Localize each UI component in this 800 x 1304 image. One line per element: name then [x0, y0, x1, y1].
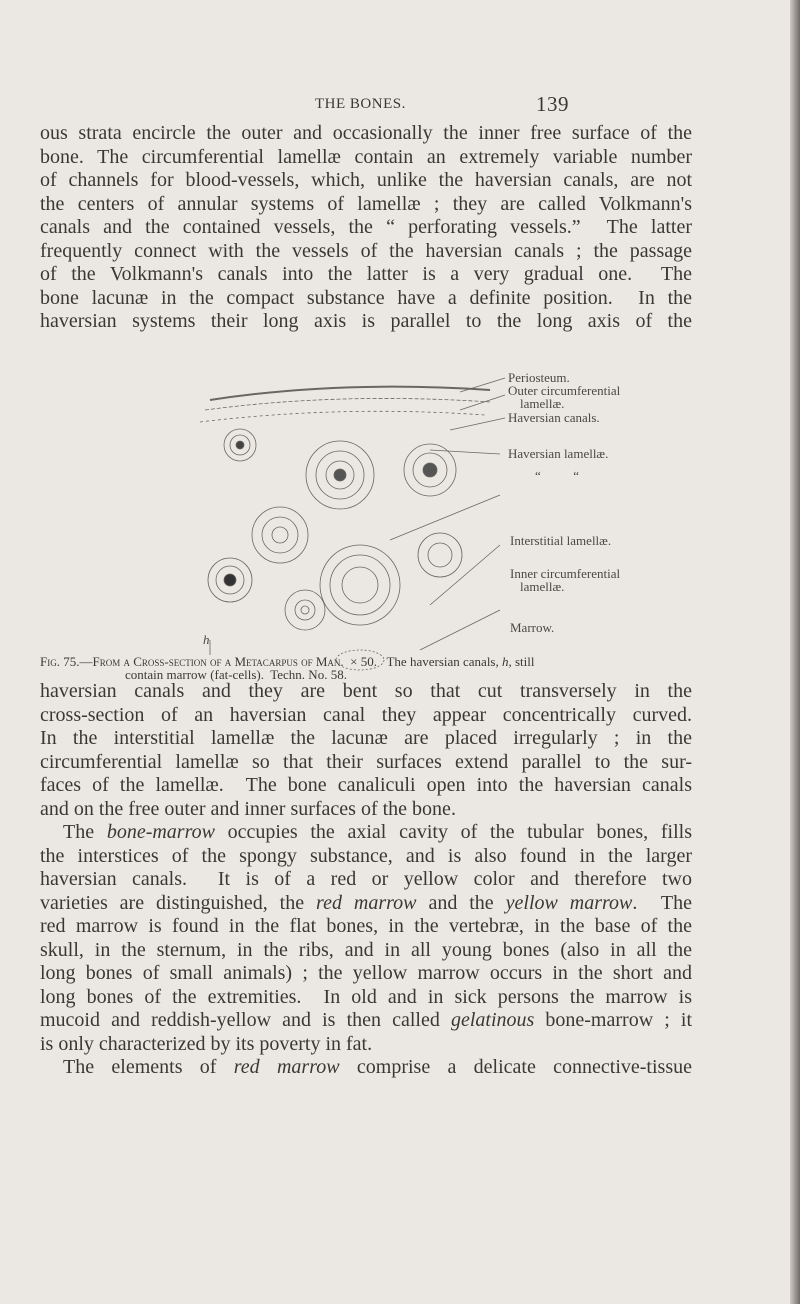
text-run: varieties are distinguished, the: [40, 892, 317, 914]
figure-illustration: [199, 377, 506, 671]
text-line: haversian canals and they are bent so th…: [40, 680, 692, 702]
text-run: gelatinous: [450, 1009, 535, 1031]
figure-label: lamellæ.: [520, 579, 565, 594]
page-edge: [790, 0, 800, 1304]
text-line: long bones of small animals) ; the yello…: [40, 962, 692, 984]
figure-label: Haversian lamellæ.: [508, 446, 609, 461]
text-line: haversian canals. It is of a red or yell…: [40, 868, 692, 890]
figure-label: Marrow.: [510, 620, 555, 635]
text-line: cross-section of an haversian canal they…: [40, 704, 692, 726]
outer-lamellae: [209, 385, 491, 401]
figure-label: Outer circumferential: [508, 383, 621, 398]
text-line: red marrow is found in the flat bones, i…: [40, 915, 692, 937]
figure-label: Interstitial lamellæ.: [510, 533, 612, 548]
running-head: THE BONES.: [315, 96, 406, 112]
outer-lamellae: [204, 398, 491, 411]
text-line: of the Volkmann's canals into the latter…: [40, 263, 692, 285]
text-line: mucoid and reddish-yellow and is then ca…: [40, 1008, 692, 1032]
text-run: red marrow: [316, 892, 417, 914]
text-line: circumferential lamellæ so that their su…: [40, 751, 692, 773]
figure-label: h: [203, 632, 210, 647]
figure-label: “ “: [535, 468, 580, 483]
caption-text: Fig. 75.—From a Cross-section of a Metac…: [40, 654, 344, 669]
text-run: comprise a delicate connective-tissue: [339, 1056, 692, 1078]
text-run: and the: [416, 892, 506, 914]
text-run: bone-marrow: [106, 821, 215, 843]
caption-text: , still: [508, 654, 535, 669]
figure-label: Haversian canals.: [508, 410, 600, 425]
text-line: is only characterized by its poverty in …: [40, 1033, 373, 1055]
text-line: The elements of red marrow comprise a de…: [63, 1055, 692, 1079]
figure-label: lamellæ.: [520, 396, 565, 411]
page-number: 139: [536, 92, 569, 116]
text-run: red marrow: [233, 1056, 340, 1078]
text-line: frequently connect with the vessels of t…: [40, 240, 692, 262]
text-line: In the interstitial lamellæ the lacunæ a…: [40, 727, 692, 749]
text-line: canals and the contained vessels, the “ …: [40, 216, 692, 238]
figure-caption: contain marrow (fat-cells). Techn. No. 5…: [125, 667, 347, 682]
figure-caption: Fig. 75.—From a Cross-section of a Metac…: [40, 654, 535, 670]
figure-label: Inner circumferential: [510, 566, 621, 581]
text-run: mucoid and reddish-yellow and is then ca…: [40, 1009, 451, 1031]
text-run: The: [63, 821, 107, 843]
haversian-systems: [207, 428, 463, 671]
text-line: bone lacunæ in the compact substance hav…: [40, 287, 692, 309]
text-line: of channels for blood-vessels, which, un…: [40, 169, 692, 191]
text-line: The bone-marrow occupies the axial cavit…: [63, 820, 692, 844]
text-line: skull, in the sternum, in the ribs, and …: [40, 939, 692, 961]
text-line: and on the free outer and inner surfaces…: [40, 798, 456, 820]
text-line: ous strata encircle the outer and occasi…: [40, 122, 692, 144]
text-run: bone-marrow ; it: [534, 1009, 693, 1031]
text-line: haversian systems their long axis is par…: [40, 310, 692, 332]
caption-text: h: [502, 654, 509, 669]
text-line: the centers of annular systems of lamell…: [40, 193, 692, 215]
caption-text: × 50. The haversian canals,: [343, 654, 502, 669]
figure-label: Periosteum.: [508, 370, 570, 385]
text-line: varieties are distinguished, the red mar…: [40, 891, 692, 915]
text-line: bone. The circumferential lamellæ contai…: [40, 146, 692, 168]
text-line: long bones of the extremities. In old an…: [40, 986, 692, 1008]
text-run: occupies the axial cavity of the tubular…: [214, 821, 693, 843]
text-run: yellow marrow: [505, 892, 633, 914]
leader-lines: [209, 377, 506, 655]
text-run: . The: [632, 892, 693, 914]
outer-lamellae: [199, 410, 486, 423]
text-run: The elements of: [63, 1056, 234, 1078]
text-line: faces of the lamellæ. The bone canalicul…: [40, 774, 692, 796]
text-line: the interstices of the spongy substance,…: [40, 845, 692, 867]
